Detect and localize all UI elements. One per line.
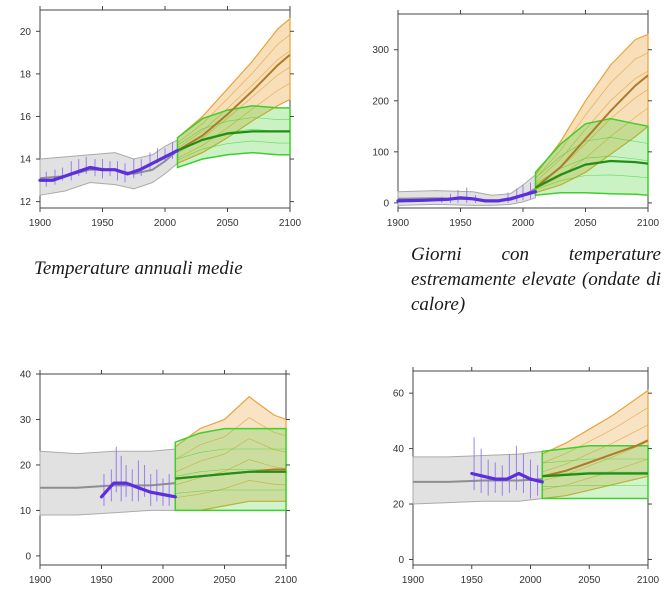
low-scenario-model-line (177, 140, 290, 161)
x-tick-label: 1950 (91, 218, 114, 229)
y-tick-label: 0 (383, 198, 389, 209)
high-scenario-model-line (177, 34, 291, 144)
caption-annual-mean-temperature: Temperature annuali medie (34, 258, 243, 279)
y-tick-label: 20 (20, 27, 32, 38)
chart-heatwave-days: 1900 1950 2000 2050 2100 0 100 200 300 (360, 0, 667, 250)
x-tick-label: 1900 (29, 575, 52, 586)
x-tick-label: 2100 (637, 575, 660, 586)
high-scenario-model-line (175, 480, 287, 499)
y-tick-label: 20 (393, 500, 405, 511)
chart-3-svg: 1900 1950 2000 2050 2100 0 10 20 30 40 (20, 370, 298, 587)
x-tick-label: 2050 (213, 575, 236, 586)
high-scenario-model-line (177, 50, 291, 149)
y-tick-label: 18 (20, 69, 32, 80)
y-tick-label: 300 (372, 45, 389, 56)
caption-heatwave-days: Giorni con temperature estremamente elev… (411, 244, 661, 315)
x-tick-label: 1950 (449, 218, 472, 229)
low-scenario-band (534, 117, 649, 197)
observed-smoothed-line (396, 190, 538, 203)
y-tick-label: 16 (20, 112, 32, 123)
low-scenario-model-line (175, 489, 286, 494)
high-scenario-mean-line (542, 439, 649, 478)
y-tick-label: 14 (20, 155, 32, 166)
y-tick-label: 60 (393, 389, 405, 400)
chart-annual-mean-temperature: 1900 1950 2000 2050 2100 12 14 16 18 20 (0, 0, 302, 250)
y-tick-label: 0 (25, 551, 31, 562)
x-tick-label: 2050 (574, 218, 597, 229)
high-scenario-model-line (542, 407, 649, 464)
high-scenario-mean-line (176, 53, 291, 152)
low-scenario-model-line (177, 117, 290, 146)
x-tick-label: 2100 (279, 218, 302, 229)
y-tick-label: 12 (20, 197, 32, 208)
high-scenario-model-line (535, 70, 649, 183)
y-tick-label: 20 (20, 460, 32, 471)
low-scenario-model-line (175, 448, 286, 460)
low-scenario-mean-line (542, 472, 648, 478)
chart-2-svg: 1900 1950 2000 2050 2100 0 100 200 300 (372, 10, 660, 229)
chart-panel-3: 1900 1950 2000 2050 2100 0 10 20 30 40 (0, 355, 300, 603)
x-tick-label: 2000 (512, 218, 535, 229)
x-tick-label: 1900 (29, 218, 52, 229)
historical-mean-line (413, 478, 543, 483)
historical-range-band (39, 448, 176, 516)
low-scenario-mean-line (534, 159, 649, 189)
x-tick-label: 2000 (519, 575, 542, 586)
low-scenario-model-line (542, 471, 648, 476)
x-tick-label: 2100 (637, 218, 660, 229)
y-tick-label: 200 (372, 96, 389, 107)
low-scenario-model-line (535, 137, 649, 179)
high-scenario-band (176, 17, 291, 165)
y-tick-label: 40 (20, 370, 32, 381)
chart-4-svg: 1900 1950 2000 2050 2100 0 20 40 60 (393, 367, 660, 586)
x-tick-label: 1950 (90, 575, 113, 586)
low-scenario-mean-line (175, 470, 286, 480)
x-tick-label: 2050 (578, 575, 601, 586)
x-tick-label: 1950 (461, 575, 484, 586)
y-tick-label: 100 (372, 147, 389, 158)
observed-smoothed-line (470, 471, 544, 484)
low-scenario-model-line (535, 174, 649, 190)
y-tick-label: 40 (393, 444, 405, 455)
x-tick-label: 2100 (275, 575, 298, 586)
y-tick-label: 10 (20, 506, 32, 517)
high-scenario-model-line (175, 459, 287, 486)
high-scenario-model-line (175, 438, 287, 473)
plot-frame (397, 13, 649, 209)
high-scenario-model-line (535, 107, 649, 190)
x-tick-label: 1900 (402, 575, 425, 586)
observed-smoothed-line (38, 148, 180, 182)
high-scenario-model-line (175, 417, 287, 460)
chart-1-svg: 1900 1950 2000 2050 2100 12 14 16 18 20 (20, 6, 302, 229)
chart-panel-4: 1900 1950 2000 2050 2100 0 20 40 60 (360, 355, 667, 603)
low-scenario-model-line (542, 485, 648, 487)
high-scenario-model-line (535, 52, 649, 179)
y-tick-label: 30 (20, 415, 32, 426)
historical-range-band (412, 450, 543, 505)
x-tick-label: 2000 (154, 218, 177, 229)
x-tick-label: 2000 (152, 575, 175, 586)
high-scenario-model-line (177, 82, 291, 159)
x-tick-label: 1900 (387, 218, 410, 229)
y-tick-label: 0 (398, 555, 404, 566)
x-tick-label: 2050 (216, 218, 239, 229)
low-scenario-mean-line (177, 130, 290, 152)
low-scenario-band (176, 105, 291, 169)
observed-smoothed-line (99, 481, 177, 499)
high-scenario-mean-line (534, 74, 649, 189)
high-scenario-model-line (542, 424, 649, 473)
